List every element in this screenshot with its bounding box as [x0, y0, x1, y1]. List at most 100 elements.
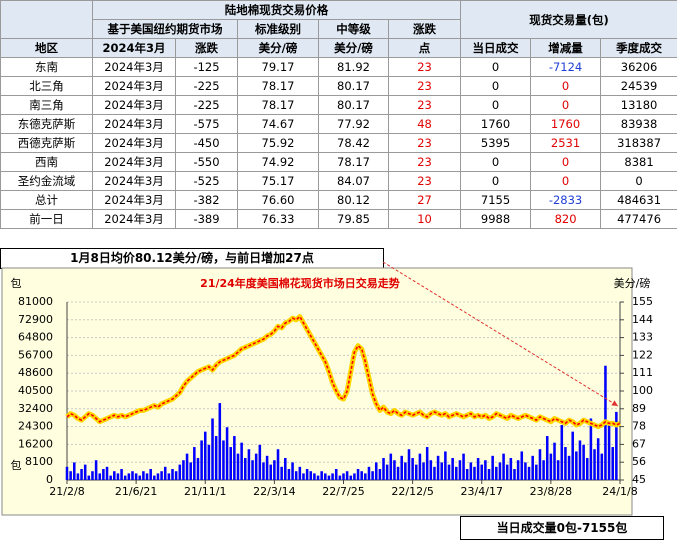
bar [393, 460, 396, 480]
bar [378, 469, 382, 480]
bar [364, 473, 367, 480]
bar [316, 475, 320, 480]
subheader: 基于美国纽约期货市场 [92, 19, 238, 39]
bar [153, 475, 156, 480]
bar [429, 460, 433, 480]
column-header: 当日成交 [460, 38, 532, 58]
bar [167, 473, 171, 480]
bar [440, 462, 444, 480]
bar [116, 473, 120, 480]
bar [611, 447, 614, 480]
blank-cell [0, 0, 93, 39]
bar [229, 447, 232, 480]
bar [87, 475, 91, 480]
bar [407, 449, 411, 480]
bar [455, 466, 458, 480]
bar [411, 458, 414, 480]
table-cell: 2024年3月 [92, 190, 176, 210]
price-line [66, 315, 621, 428]
y-tick-label: 40500 [18, 384, 53, 397]
bar [211, 418, 214, 480]
table-cell: -125 [175, 57, 238, 77]
y2-tick-label: 89 [632, 402, 646, 415]
price-table: 陆地棉现货交易价格 现货交易量(包) 基于美国纽约期货市场 标准级别 中等级 涨… [0, 0, 677, 229]
bar [76, 473, 80, 480]
table-cell: 西德克萨斯 [0, 133, 93, 153]
table-cell: 48 [387, 114, 462, 134]
table-cell: -225 [175, 95, 238, 115]
bar [476, 458, 480, 480]
bar [564, 447, 567, 480]
bar [91, 471, 94, 480]
table-cell: 2024年3月 [92, 76, 176, 96]
y2-tick-label: 45 [632, 473, 646, 486]
bar [240, 442, 243, 480]
x-tick-label: 22/7/25 [322, 485, 364, 498]
table-cell: 2024年3月 [92, 57, 176, 77]
bar [480, 464, 484, 480]
bar [560, 425, 564, 480]
bar [218, 403, 222, 480]
bar [400, 455, 403, 480]
y2-tick-label: 122 [632, 348, 653, 361]
bar [258, 444, 262, 480]
bar [98, 473, 102, 480]
bar [214, 436, 218, 480]
y-tick-label: 81000 [18, 295, 53, 308]
bar [69, 471, 72, 480]
bar [495, 466, 498, 480]
bar [138, 475, 142, 480]
bar [324, 473, 327, 480]
bar [251, 460, 254, 480]
y2-tick-label: 78 [632, 420, 646, 433]
table-cell: 7155 [460, 190, 532, 210]
bar [123, 475, 127, 480]
y2-tick-label: 100 [632, 384, 653, 397]
bar [265, 455, 269, 480]
y-axis-label: 包 [11, 277, 22, 290]
bar [382, 458, 385, 480]
bar [269, 464, 273, 480]
bar [262, 462, 265, 480]
footnote: 当日成交量0包-7155包 [460, 516, 664, 540]
bar [287, 469, 291, 480]
bar [80, 469, 83, 480]
table-cell: 23 [387, 133, 462, 153]
subheader: 标准级别 [237, 19, 319, 39]
bar [142, 471, 145, 480]
column-header: 美分/磅 [318, 38, 389, 58]
y-tick-label: 56700 [18, 348, 53, 361]
bar [327, 475, 331, 480]
bar [189, 462, 192, 480]
y2-tick-label: 56 [632, 455, 646, 468]
bar [302, 473, 305, 480]
bar [575, 451, 578, 480]
bar [513, 469, 516, 480]
bar [414, 464, 418, 480]
pointer-arrow [382, 261, 619, 407]
bar [113, 471, 116, 480]
bar [171, 469, 174, 480]
y2-tick-label: 111 [632, 366, 653, 379]
bar [156, 473, 160, 480]
table-cell: -389 [175, 209, 238, 229]
column-header: 点 [387, 38, 462, 58]
bar [571, 431, 574, 480]
bar [367, 466, 371, 480]
bar [520, 451, 524, 480]
y-tick-label: 16200 [18, 437, 53, 450]
bar [487, 469, 491, 480]
bar [353, 473, 356, 480]
subheader: 涨跌 [387, 19, 462, 39]
bar [178, 464, 182, 480]
bar [291, 462, 294, 480]
bar [436, 455, 440, 480]
table-cell: 2024年3月 [92, 209, 176, 229]
bar [203, 431, 207, 480]
bar [305, 469, 309, 480]
bar [349, 475, 353, 480]
bar [596, 438, 600, 480]
bar [545, 436, 549, 480]
y-tick-label: 72900 [18, 313, 53, 326]
y2-axis-label: 美分/磅 [614, 276, 651, 290]
